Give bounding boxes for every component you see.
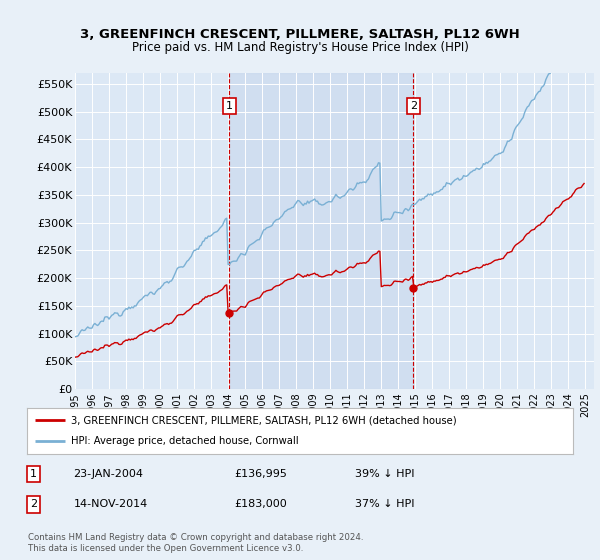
Text: 14-NOV-2014: 14-NOV-2014 <box>73 500 148 510</box>
Bar <box>229 73 413 389</box>
Text: Price paid vs. HM Land Registry's House Price Index (HPI): Price paid vs. HM Land Registry's House … <box>131 40 469 54</box>
Text: 23-JAN-2004: 23-JAN-2004 <box>73 469 143 479</box>
Text: 1: 1 <box>226 101 233 111</box>
Text: £183,000: £183,000 <box>235 500 287 510</box>
Text: Contains HM Land Registry data © Crown copyright and database right 2024.
This d: Contains HM Land Registry data © Crown c… <box>28 533 364 553</box>
Text: 1: 1 <box>30 469 37 479</box>
Text: HPI: Average price, detached house, Cornwall: HPI: Average price, detached house, Corn… <box>71 436 298 446</box>
Text: 3, GREENFINCH CRESCENT, PILLMERE, SALTASH, PL12 6WH: 3, GREENFINCH CRESCENT, PILLMERE, SALTAS… <box>80 28 520 41</box>
Text: £136,995: £136,995 <box>235 469 287 479</box>
Text: 2: 2 <box>30 500 37 510</box>
Text: 3, GREENFINCH CRESCENT, PILLMERE, SALTASH, PL12 6WH (detached house): 3, GREENFINCH CRESCENT, PILLMERE, SALTAS… <box>71 415 457 425</box>
Text: 2: 2 <box>410 101 417 111</box>
Text: 39% ↓ HPI: 39% ↓ HPI <box>355 469 414 479</box>
Text: 37% ↓ HPI: 37% ↓ HPI <box>355 500 414 510</box>
